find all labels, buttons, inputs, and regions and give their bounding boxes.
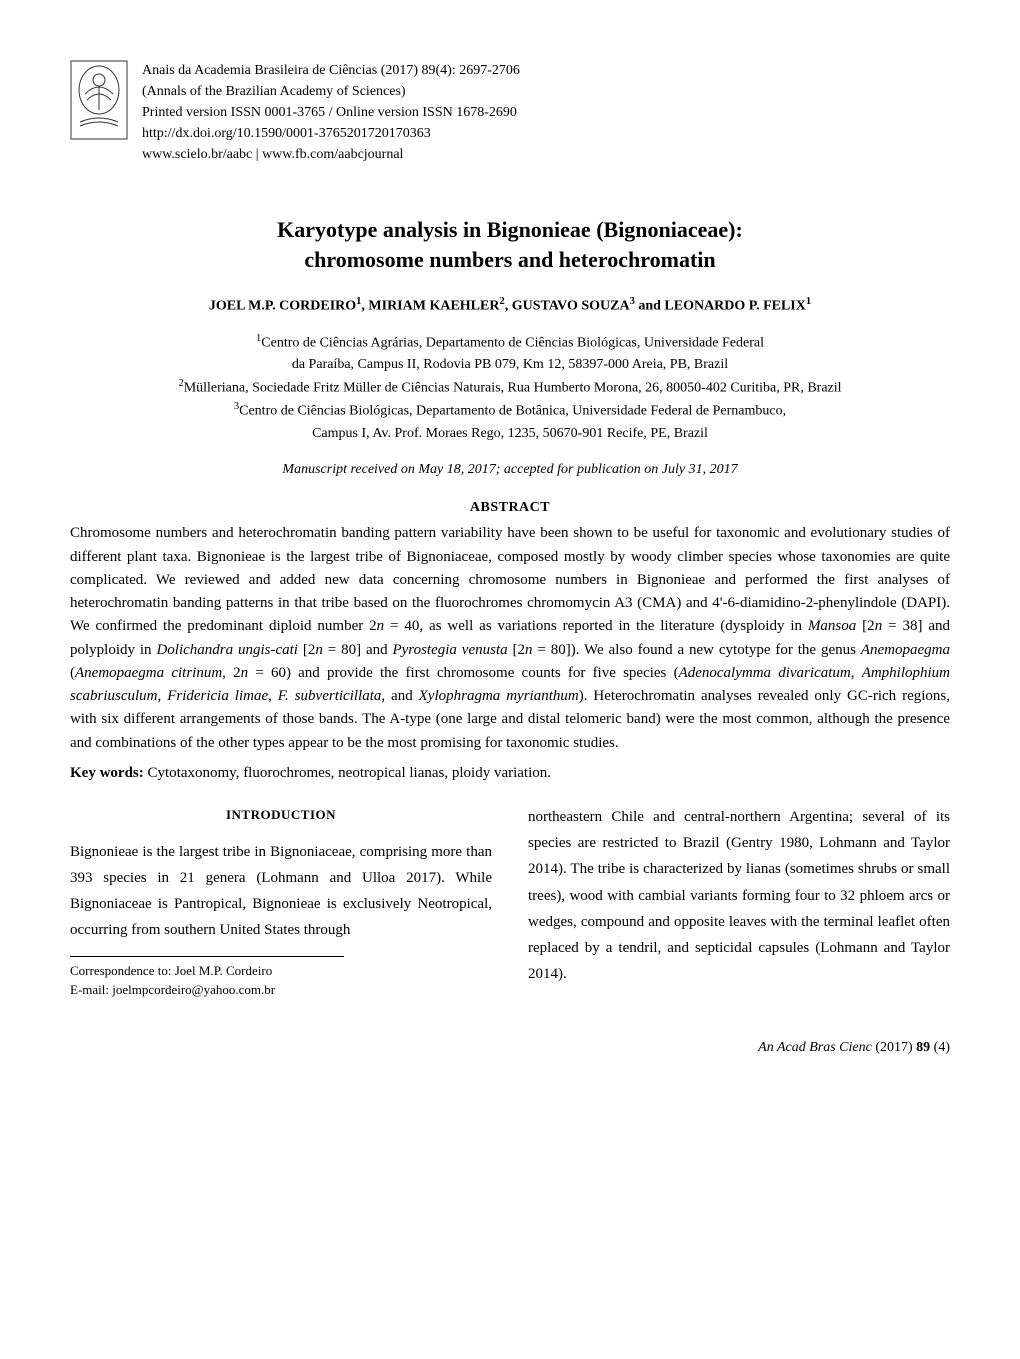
abstract-text: Chromosome numbers and heterochromatin b…	[70, 522, 950, 755]
keywords: Key words: Cytotaxonomy, fluorochromes, …	[70, 765, 950, 782]
journal-name-en: (Annals of the Brazilian Academy of Scie…	[142, 81, 520, 102]
keywords-label: Key words:	[70, 765, 144, 781]
journal-header: Anais da Academia Brasileira de Ciências…	[70, 60, 950, 165]
introduction-heading: INTRODUCTION	[70, 804, 492, 827]
right-column: northeastern Chile and central-northern …	[528, 804, 950, 1000]
abstract-heading: ABSTRACT	[70, 500, 950, 516]
correspondence-to: Correspondence to: Joel M.P. Cordeiro	[70, 961, 344, 981]
title-line-1: Karyotype analysis in Bignonieae (Bignon…	[277, 217, 743, 242]
affiliation-1-line2: da Paraíba, Campus II, Rodovia PB 079, K…	[70, 354, 950, 376]
affiliation-3-line2: Campus I, Av. Prof. Moraes Rego, 1235, 5…	[70, 423, 950, 445]
journal-citation: Anais da Academia Brasileira de Ciências…	[142, 60, 520, 81]
journal-doi: http://dx.doi.org/10.1590/0001-376520172…	[142, 123, 520, 144]
authors: JOEL M.P. CORDEIRO1, MIRIAM KAEHLER2, GU…	[70, 296, 950, 315]
correspondence-email: E-mail: joelmpcordeiro@yahoo.com.br	[70, 980, 344, 1000]
intro-paragraph-left: Bignonieae is the largest tribe in Bigno…	[70, 839, 492, 944]
footer-year: (2017)	[872, 1040, 916, 1055]
journal-urls: www.scielo.br/aabc | www.fb.com/aabcjour…	[142, 144, 520, 165]
article-title: Karyotype analysis in Bignonieae (Bignon…	[170, 215, 850, 274]
affiliation-2: 2Mülleriana, Sociedade Fritz Müller de C…	[70, 376, 950, 399]
manuscript-date: Manuscript received on May 18, 2017; acc…	[70, 462, 950, 478]
affiliations: 1Centro de Ciências Agrárias, Departamen…	[70, 331, 950, 444]
body-columns: INTRODUCTION Bignonieae is the largest t…	[70, 804, 950, 1000]
footer-issue: (4)	[930, 1040, 950, 1055]
footer-volume: 89	[916, 1040, 930, 1055]
title-line-2: chromosome numbers and heterochromatin	[304, 247, 715, 272]
footer-citation: An Acad Bras Cienc (2017) 89 (4)	[70, 1040, 950, 1056]
journal-issn: Printed version ISSN 0001-3765 / Online …	[142, 102, 520, 123]
journal-meta: Anais da Academia Brasileira de Ciências…	[142, 60, 520, 165]
correspondence-block: Correspondence to: Joel M.P. Cordeiro E-…	[70, 956, 344, 1000]
journal-logo	[70, 60, 128, 140]
left-column: INTRODUCTION Bignonieae is the largest t…	[70, 804, 492, 1000]
affiliation-3-line1: 3Centro de Ciências Biológicas, Departam…	[70, 399, 950, 422]
keywords-list: Cytotaxonomy, fluorochromes, neotropical…	[144, 765, 551, 781]
footer-journal-abbrev: An Acad Bras Cienc	[758, 1040, 872, 1055]
intro-paragraph-right: northeastern Chile and central-northern …	[528, 804, 950, 988]
affiliation-1-line1: 1Centro de Ciências Agrárias, Departamen…	[70, 331, 950, 354]
